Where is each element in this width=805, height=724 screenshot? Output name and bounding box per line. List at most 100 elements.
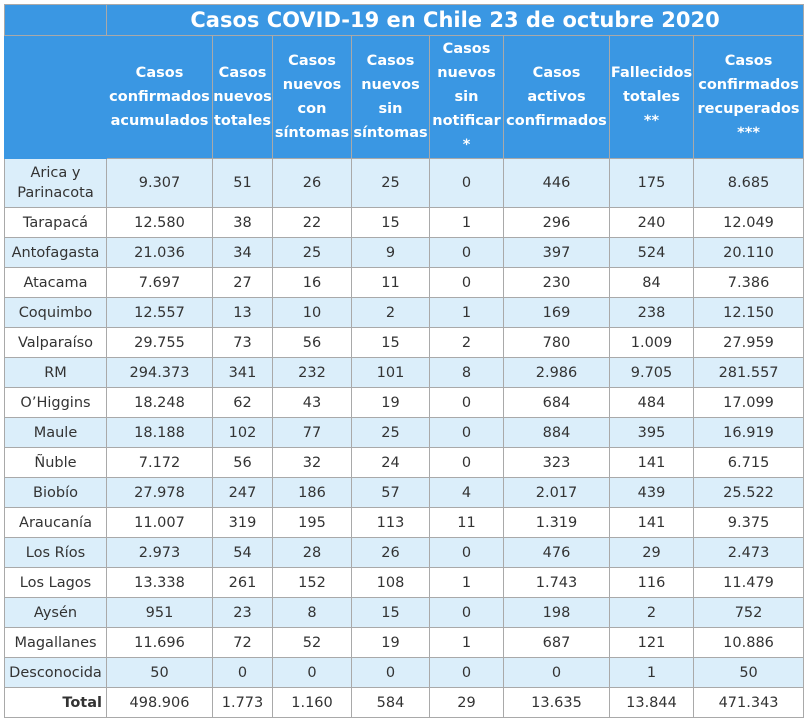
column-header-8: Casos confirmados recuperados ***	[692, 35, 805, 159]
value-cell: 38	[212, 207, 273, 238]
value-cell: 261	[212, 567, 273, 598]
value-cell: 2	[351, 297, 430, 328]
value-cell: 13.338	[106, 567, 213, 598]
column-header-1: Casos confirmados acumulados	[106, 35, 213, 159]
table-body: Arica y Parinacota 9.307 51 26 25 0 446 175 8.68…	[4, 158, 805, 718]
value-cell: 51	[212, 158, 273, 208]
region-name-cell: Antofagasta	[4, 237, 107, 268]
value-cell: 7.172	[106, 447, 213, 478]
value-cell: 32	[272, 447, 352, 478]
table-title: Casos COVID-19 en Chile 23 de octubre 20…	[105, 4, 805, 36]
value-cell: 2.986	[503, 357, 610, 388]
value-cell: 27.959	[692, 327, 805, 358]
value-cell: 25	[272, 237, 352, 268]
value-cell: 0	[429, 447, 504, 478]
value-cell: 684	[503, 387, 610, 418]
value-cell: 323	[503, 447, 610, 478]
value-cell: 29	[609, 537, 694, 568]
value-cell: 1	[429, 567, 504, 598]
value-cell: 884	[503, 417, 610, 448]
value-cell: 397	[503, 237, 610, 268]
value-cell: 2.973	[106, 537, 213, 568]
column-header-line: Casos	[288, 53, 336, 69]
value-cell: 0	[351, 657, 430, 688]
value-cell: 50	[106, 657, 213, 688]
value-cell: 8	[429, 357, 504, 388]
value-cell: 12.049	[692, 207, 805, 238]
total-value-cell: 584	[351, 687, 430, 718]
table-row: Atacama 7.697 27 16 11 0 230 84 7.386	[4, 267, 805, 298]
region-name-cell: Coquimbo	[4, 297, 107, 328]
value-cell: 102	[212, 417, 273, 448]
value-cell: 0	[429, 657, 504, 688]
value-cell: 141	[609, 507, 694, 538]
value-cell: 169	[503, 297, 610, 328]
column-header-line: **	[643, 113, 660, 129]
column-header-line: confirmados	[506, 113, 607, 129]
value-cell: 26	[351, 537, 430, 568]
value-cell: 19	[351, 627, 430, 658]
value-cell: 186	[272, 477, 352, 508]
column-header-line: acumulados	[110, 113, 209, 129]
region-name-cell: Ñuble	[4, 447, 107, 478]
column-header-line: sin	[378, 101, 403, 117]
covid-cases-table: Casos COVID-19 en Chile 23 de octubre 20…	[4, 4, 805, 718]
value-cell: 29.755	[106, 327, 213, 358]
value-cell: 476	[503, 537, 610, 568]
value-cell: 141	[609, 447, 694, 478]
value-cell: 11.007	[106, 507, 213, 538]
column-header-line: Fallecidos	[610, 65, 693, 81]
value-cell: 1	[609, 657, 694, 688]
column-header-3: Casos nuevos con síntomas	[272, 35, 352, 159]
value-cell: 8	[272, 597, 352, 628]
value-cell: 1	[429, 207, 504, 238]
column-header-6: Casos activos confirmados	[503, 35, 610, 159]
total-value-cell: 13.844	[609, 687, 694, 718]
column-header-line: nuevos	[361, 77, 420, 93]
column-header-line: Casos	[532, 65, 581, 81]
column-header-line: nuevos	[213, 89, 272, 105]
table-row: Tarapacá 12.580 38 22 15 1 296 240 12.049	[4, 207, 805, 238]
table-row: Magallanes 11.696 72 52 19 1 687 121 10.886	[4, 627, 805, 658]
value-cell: 18.248	[106, 387, 213, 418]
table-row: Desconocida 50 0 0 0 0 0 1 50	[4, 657, 805, 688]
region-name-cell: Araucanía	[4, 507, 107, 538]
column-header-line: Casos	[442, 41, 491, 57]
column-header-line: síntomas	[274, 125, 350, 141]
value-cell: 0	[429, 267, 504, 298]
value-cell: 73	[212, 327, 273, 358]
value-cell: 0	[429, 158, 504, 208]
column-header-line: totales	[622, 89, 681, 105]
table-row: Biobío 27.978 247 186 57 4 2.017 439 25.522	[4, 477, 805, 508]
table-row: Arica y Parinacota 9.307 51 26 25 0 446 175 8.68…	[4, 158, 805, 208]
value-cell: 2.017	[503, 477, 610, 508]
value-cell: 9.375	[692, 507, 805, 538]
value-cell: 15	[351, 597, 430, 628]
value-cell: 12.150	[692, 297, 805, 328]
value-cell: 11.479	[692, 567, 805, 598]
value-cell: 319	[212, 507, 273, 538]
value-cell: 15	[351, 207, 430, 238]
value-cell: 56	[272, 327, 352, 358]
region-name-cell: Atacama	[4, 267, 107, 298]
value-cell: 22	[272, 207, 352, 238]
region-name-cell: Aysén	[4, 597, 107, 628]
value-cell: 341	[212, 357, 273, 388]
column-header-7: Fallecidos totales **	[609, 35, 694, 159]
value-cell: 21.036	[106, 237, 213, 268]
value-cell: 84	[609, 267, 694, 298]
value-cell: 6.715	[692, 447, 805, 478]
value-cell: 7.386	[692, 267, 805, 298]
value-cell: 26	[272, 158, 352, 208]
column-header-line: con	[297, 101, 327, 117]
region-name-cell: Tarapacá	[4, 207, 107, 238]
value-cell: 0	[503, 657, 610, 688]
covid-table-container: Casos COVID-19 en Chile 23 de octubre 20…	[0, 4, 805, 723]
column-header-line: activos	[527, 89, 586, 105]
table-row: O’Higgins 18.248 62 43 19 0 684 484 17.099	[4, 387, 805, 418]
value-cell: 9	[351, 237, 430, 268]
value-cell: 2	[609, 597, 694, 628]
value-cell: 1	[429, 297, 504, 328]
value-cell: 77	[272, 417, 352, 448]
column-header-line: recuperados	[697, 101, 800, 117]
